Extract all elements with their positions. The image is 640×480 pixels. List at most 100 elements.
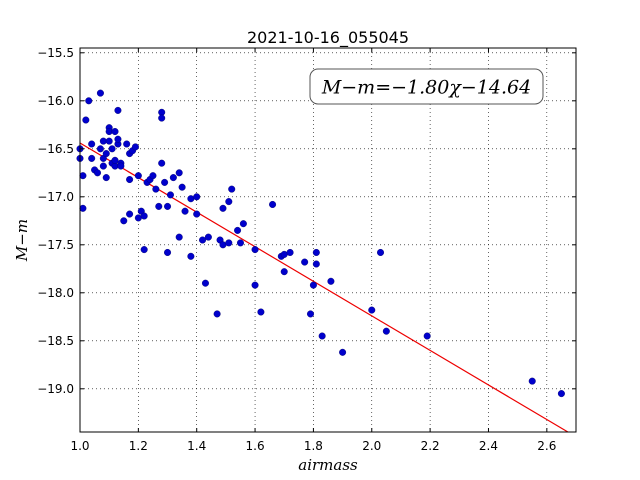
data-point <box>528 377 536 385</box>
y-tick-label: −18.5 <box>37 334 74 348</box>
x-tick-label: 2.4 <box>479 439 498 453</box>
data-point <box>111 156 119 164</box>
x-axis-label: airmass <box>298 456 358 474</box>
axis-ticks: 1.0 1.2 1.4 1.6 1.8 2.0 2.2 2.4 2.6 −15.5 −16.0 −16… <box>37 46 576 453</box>
data-point <box>140 246 148 254</box>
y-tick-label: −19.0 <box>37 382 74 396</box>
data-point <box>318 332 326 340</box>
y-tick-label: −17.5 <box>37 238 74 252</box>
data-point <box>301 258 309 266</box>
data-point <box>117 162 125 170</box>
data-point <box>140 212 148 220</box>
fit-line-group <box>79 142 569 433</box>
data-point <box>225 239 233 247</box>
data-point <box>152 185 160 193</box>
data-point <box>114 106 122 114</box>
data-point <box>158 159 166 167</box>
fit-equation-frame <box>309 68 544 105</box>
y-tick-label: −18.0 <box>37 286 74 300</box>
y-tick-label: −15.5 <box>37 46 74 60</box>
data-point <box>251 281 259 289</box>
data-point <box>181 207 189 215</box>
data-point <box>134 172 142 180</box>
data-point <box>105 128 113 136</box>
data-point <box>368 306 376 314</box>
data-point <box>234 226 242 234</box>
data-point <box>286 248 294 256</box>
chart-title: 2021-10-16_055045 <box>247 28 409 48</box>
data-point <box>213 310 221 318</box>
x-tick-label: 1.8 <box>304 439 323 453</box>
x-tick-label: 1.6 <box>246 439 265 453</box>
data-point <box>102 174 110 182</box>
data-point <box>382 327 390 335</box>
data-point <box>94 169 102 177</box>
data-point <box>236 239 244 247</box>
data-point <box>204 233 212 241</box>
data-point <box>88 140 96 148</box>
data-point <box>193 193 201 201</box>
data-point <box>79 204 87 212</box>
data-point <box>187 252 195 260</box>
data-points <box>76 89 565 398</box>
data-point <box>377 248 385 256</box>
data-point <box>79 172 87 180</box>
data-point <box>280 250 288 258</box>
data-point <box>164 248 172 256</box>
data-point <box>120 217 128 225</box>
data-point <box>199 236 207 244</box>
y-tick-label: −17.0 <box>37 190 74 204</box>
data-point <box>193 210 201 218</box>
data-point <box>102 150 110 158</box>
plot-area-frame <box>79 47 577 433</box>
x-tick-label: 2.0 <box>362 439 381 453</box>
fit-equation-box: M−m=−1.80χ−14.64 <box>309 68 544 105</box>
data-point <box>280 268 288 276</box>
data-point <box>161 178 169 186</box>
data-point <box>327 277 335 285</box>
data-point <box>166 191 174 199</box>
data-point <box>219 204 227 212</box>
data-point <box>187 195 195 203</box>
data-point <box>126 210 134 218</box>
data-point <box>557 390 565 398</box>
data-point <box>126 176 134 184</box>
grid-lines <box>79 48 576 432</box>
data-point <box>339 348 347 356</box>
data-point <box>175 233 183 241</box>
x-tick-label: 1.2 <box>129 439 148 453</box>
data-point <box>149 172 157 180</box>
data-point <box>225 198 233 206</box>
data-point <box>99 137 107 145</box>
data-point <box>312 260 320 268</box>
data-point <box>312 248 320 256</box>
x-tick-label: 1.4 <box>187 439 206 453</box>
data-point <box>158 114 166 122</box>
data-point <box>96 145 104 153</box>
data-point <box>99 162 107 170</box>
data-point <box>134 214 142 222</box>
x-tick-label: 2.2 <box>421 439 440 453</box>
y-tick-label: −16.0 <box>37 94 74 108</box>
data-point <box>175 169 183 177</box>
data-point <box>239 220 247 228</box>
data-point <box>85 97 93 105</box>
fit-line <box>79 142 569 433</box>
data-point <box>306 310 314 318</box>
x-tick-label: 2.6 <box>537 439 556 453</box>
data-point <box>228 185 236 193</box>
data-point <box>257 308 265 316</box>
data-point <box>114 135 122 143</box>
data-point <box>105 137 113 145</box>
data-point <box>269 200 277 208</box>
x-tick-label: 1.0 <box>70 439 89 453</box>
data-point <box>88 154 96 162</box>
data-point <box>164 202 172 210</box>
data-point <box>178 183 186 191</box>
data-point <box>155 202 163 210</box>
data-point <box>251 246 259 254</box>
data-point <box>123 140 131 148</box>
data-point <box>201 279 209 287</box>
data-point <box>108 145 116 153</box>
